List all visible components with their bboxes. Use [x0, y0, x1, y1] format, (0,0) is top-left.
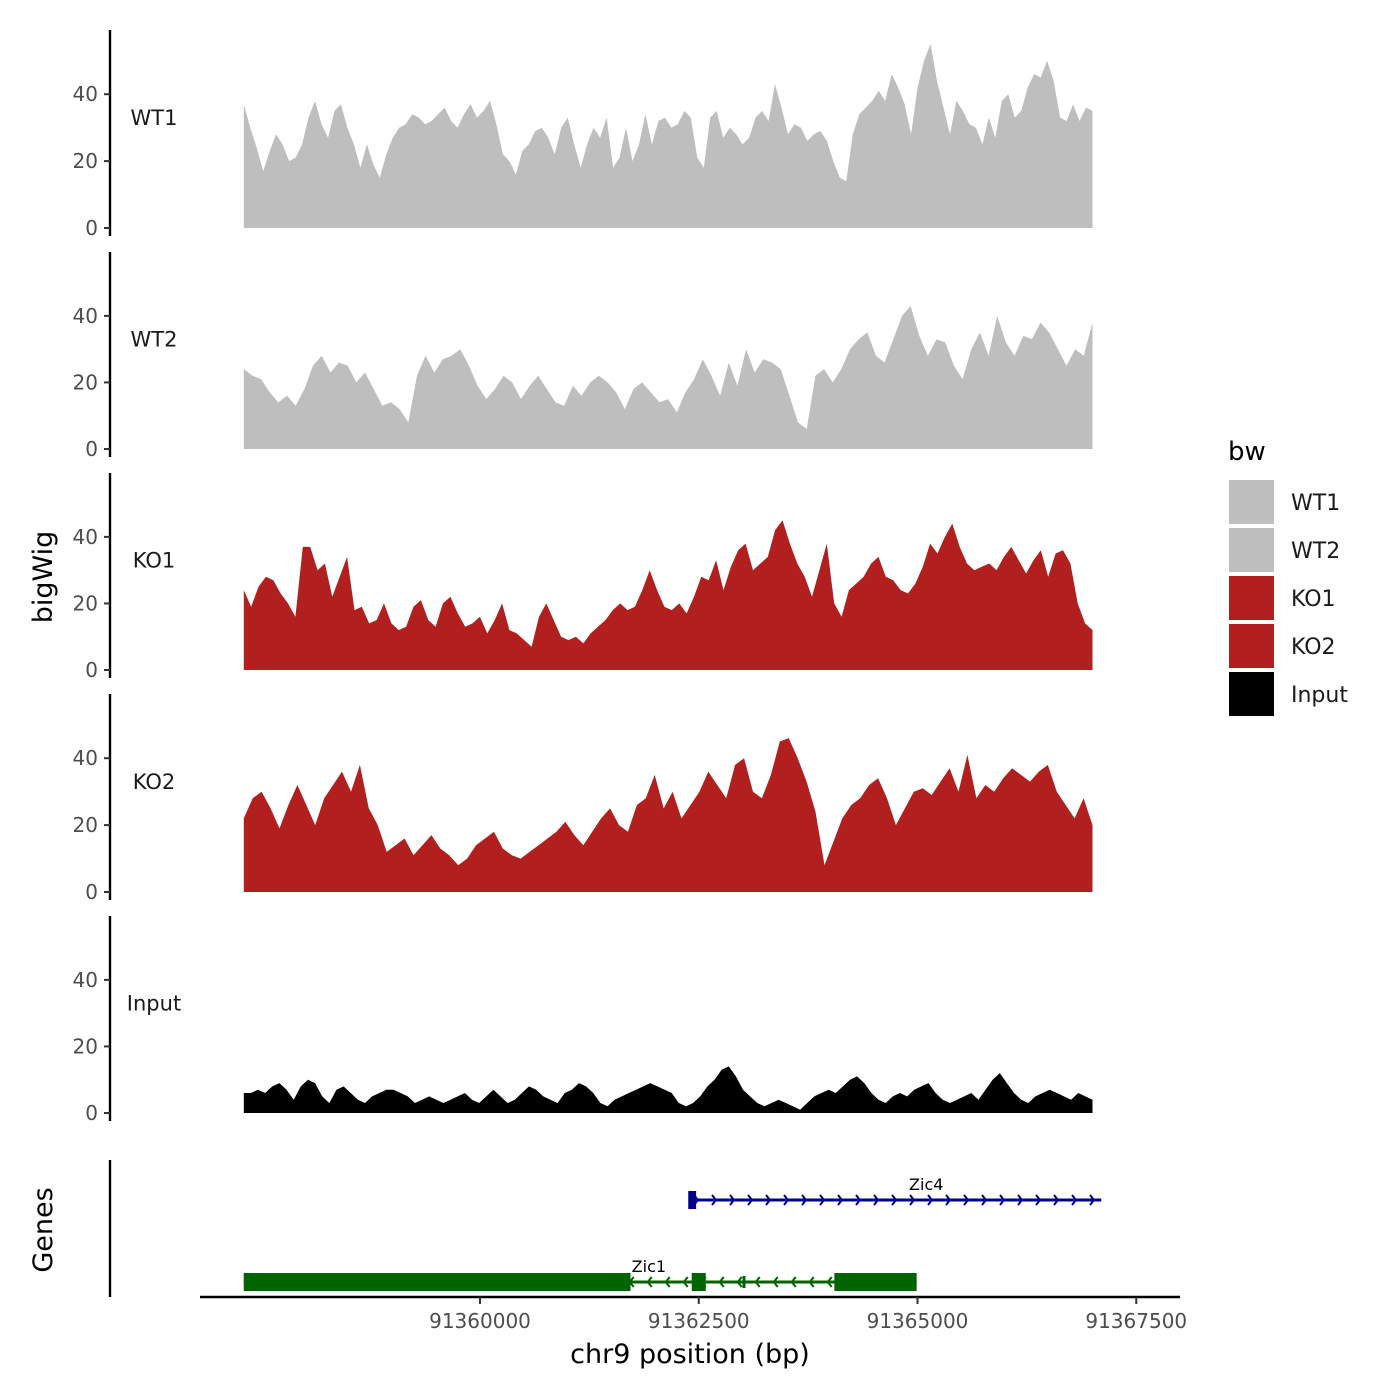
strand-arrow [999, 1194, 1006, 1206]
strand-arrow [801, 1194, 808, 1206]
strand-arrow [736, 1276, 743, 1288]
y-tick-label: 20 [73, 149, 98, 173]
y-tick-label: 40 [73, 304, 98, 328]
strand-arrow [754, 1276, 761, 1288]
strand-arrow [783, 1194, 790, 1206]
strand-arrow [718, 1276, 725, 1288]
track-label: KO1 [133, 549, 176, 573]
track-label: Input [127, 992, 181, 1016]
strand-arrow [1035, 1194, 1042, 1206]
legend-swatch [1229, 624, 1274, 668]
strand-arrow [790, 1276, 797, 1288]
strand-arrow [981, 1194, 988, 1206]
legend-label: KO1 [1291, 587, 1336, 612]
y-tick-label: 0 [85, 880, 98, 904]
strand-arrow [682, 1276, 689, 1288]
y-tick-label: 20 [73, 591, 98, 615]
legend-label: KO2 [1291, 635, 1336, 660]
strand-arrow [646, 1276, 653, 1288]
legend-swatch [1229, 576, 1274, 620]
x-axis-title: chr9 position (bp) [570, 1339, 810, 1370]
y-tick-label: 0 [85, 658, 98, 682]
gene-track: Zic4 Zic1 [108, 1160, 1102, 1297]
strand-arrow [1017, 1194, 1024, 1206]
bigwig-tracks: 0 20 40 WT1 0 20 40 WT2 0 20 40 KO1 0 20 40 KO2 0 20 40 Inp… [73, 30, 1093, 1125]
y-tick-label: 0 [85, 437, 98, 461]
legend-title: bw [1228, 437, 1266, 467]
gene-zic4: Zic4 [688, 1175, 1102, 1209]
gene-label: Zic4 [909, 1175, 943, 1194]
y-tick-label: 20 [73, 813, 98, 837]
track-wt1: 0 20 40 WT1 [73, 30, 1093, 240]
y-tick-label: 0 [85, 1101, 98, 1125]
strand-arrow [873, 1194, 880, 1206]
legend-swatch [1229, 528, 1274, 572]
x-tick-label: 91362500 [648, 1309, 750, 1333]
legend-swatch [1229, 672, 1274, 716]
y-tick-label: 40 [73, 968, 98, 992]
legend-label: Input [1291, 683, 1348, 708]
y-axis-title: bigWig [28, 531, 59, 624]
track-input: 0 20 40 Input [73, 916, 1093, 1125]
gene-label: Zic1 [632, 1257, 666, 1276]
legend-label: WT2 [1291, 539, 1340, 564]
y-tick-label: 20 [73, 370, 98, 394]
legend-label: WT1 [1291, 491, 1340, 516]
track-label: WT2 [131, 328, 178, 352]
strand-arrow [819, 1194, 826, 1206]
strand-arrow [837, 1194, 844, 1206]
area-wt1 [243, 44, 1093, 228]
strand-arrow [747, 1194, 754, 1206]
strand-arrow [927, 1194, 934, 1206]
x-tick-label: 91365000 [867, 1309, 969, 1333]
track-ko1: 0 20 40 KO1 [73, 473, 1093, 682]
track-label: KO2 [133, 770, 176, 794]
strand-arrow [808, 1276, 815, 1288]
strand-arrow [1071, 1194, 1078, 1206]
legend-swatch [1229, 480, 1274, 524]
strand-arrow [772, 1276, 779, 1288]
x-axis: 91360000 91362500 91365000 91367500 [200, 1295, 1187, 1333]
x-tick-label: 91360000 [429, 1309, 531, 1333]
strand-arrow [909, 1194, 916, 1206]
y-tick-label: 40 [73, 746, 98, 770]
strand-arrow [963, 1194, 970, 1206]
track-ko2: 0 20 40 KO2 [73, 694, 1093, 904]
exon [688, 1191, 697, 1209]
exon [834, 1273, 917, 1291]
strand-arrow [891, 1194, 898, 1206]
exon [243, 1273, 631, 1291]
area-input [243, 1066, 1093, 1113]
area-ko1 [243, 520, 1093, 670]
exon [742, 1276, 746, 1288]
x-tick-label: 91367500 [1085, 1309, 1187, 1333]
y-tick-label: 20 [73, 1034, 98, 1058]
strand-arrow [765, 1194, 772, 1206]
area-wt2 [243, 305, 1093, 449]
strand-arrow [1053, 1194, 1060, 1206]
track-label: WT1 [131, 106, 178, 130]
gene-zic1: Zic1 [243, 1257, 917, 1291]
strand-arrow [855, 1194, 862, 1206]
strand-arrow [1089, 1194, 1096, 1206]
exon [691, 1273, 706, 1291]
y-tick-label: 0 [85, 216, 98, 240]
y-tick-label: 40 [73, 82, 98, 106]
genes-axis-title: Genes [28, 1187, 59, 1272]
strand-arrow [711, 1194, 718, 1206]
strand-arrow [945, 1194, 952, 1206]
track-wt2: 0 20 40 WT2 [73, 252, 1093, 461]
area-ko2 [243, 738, 1093, 892]
strand-arrow [729, 1194, 736, 1206]
legend: bw WT1 WT2 KO1 KO2 Input [1228, 437, 1348, 716]
y-tick-label: 40 [73, 525, 98, 549]
strand-arrow [664, 1276, 671, 1288]
strand-arrow [826, 1276, 833, 1288]
